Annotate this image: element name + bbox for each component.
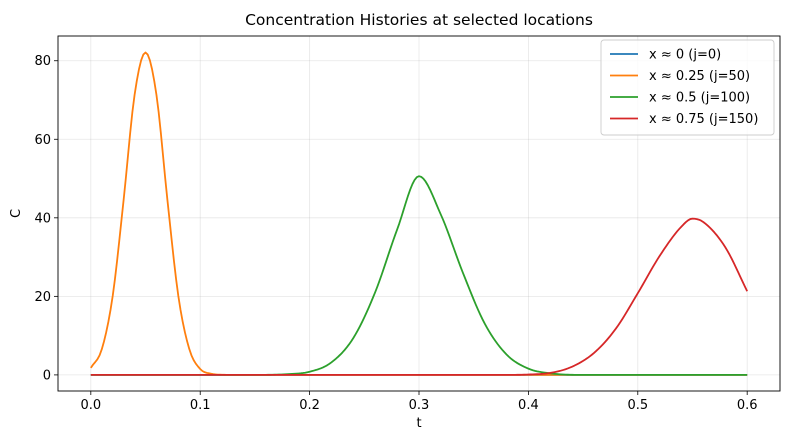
- y-tick-label: 20: [34, 290, 51, 305]
- y-axis-label: C: [9, 209, 24, 218]
- y-tick-label: 80: [34, 54, 51, 69]
- x-axis-label: t: [416, 416, 421, 431]
- chart-title: Concentration Histories at selected loca…: [245, 11, 593, 29]
- series-layer: [90, 51, 748, 376]
- legend-label-0: x ≈ 0 (j=0): [649, 48, 721, 63]
- y-tick-label: 0: [43, 368, 51, 383]
- x-tick-label: 0.4: [518, 398, 539, 413]
- legend: x ≈ 0 (j=0) x ≈ 0.25 (j=50) x ≈ 0.5 (j=100…: [600, 39, 775, 136]
- legend-label-1: x ≈ 0.25 (j=50): [649, 69, 750, 84]
- x-tick-label: 0.3: [409, 398, 430, 413]
- y-tick-label: 60: [34, 133, 51, 148]
- x-tick-label: 0.0: [80, 398, 101, 413]
- x-tick-label: 0.1: [190, 398, 211, 413]
- x-tick-label: 0.5: [627, 398, 648, 413]
- series-line-3: [90, 217, 748, 376]
- legend-label-3: x ≈ 0.75 (j=150): [649, 112, 758, 127]
- legend-label-2: x ≈ 0.5 (j=100): [649, 91, 750, 106]
- x-tick-label: 0.2: [299, 398, 320, 413]
- y-tick-label: 40: [34, 211, 51, 226]
- tick-layer: 0.0 0.1 0.2 0.3 0.4 0.5 0.6 0 20 40 60 80: [34, 54, 757, 413]
- legend-box: [600, 39, 775, 136]
- x-tick-label: 0.6: [737, 398, 758, 413]
